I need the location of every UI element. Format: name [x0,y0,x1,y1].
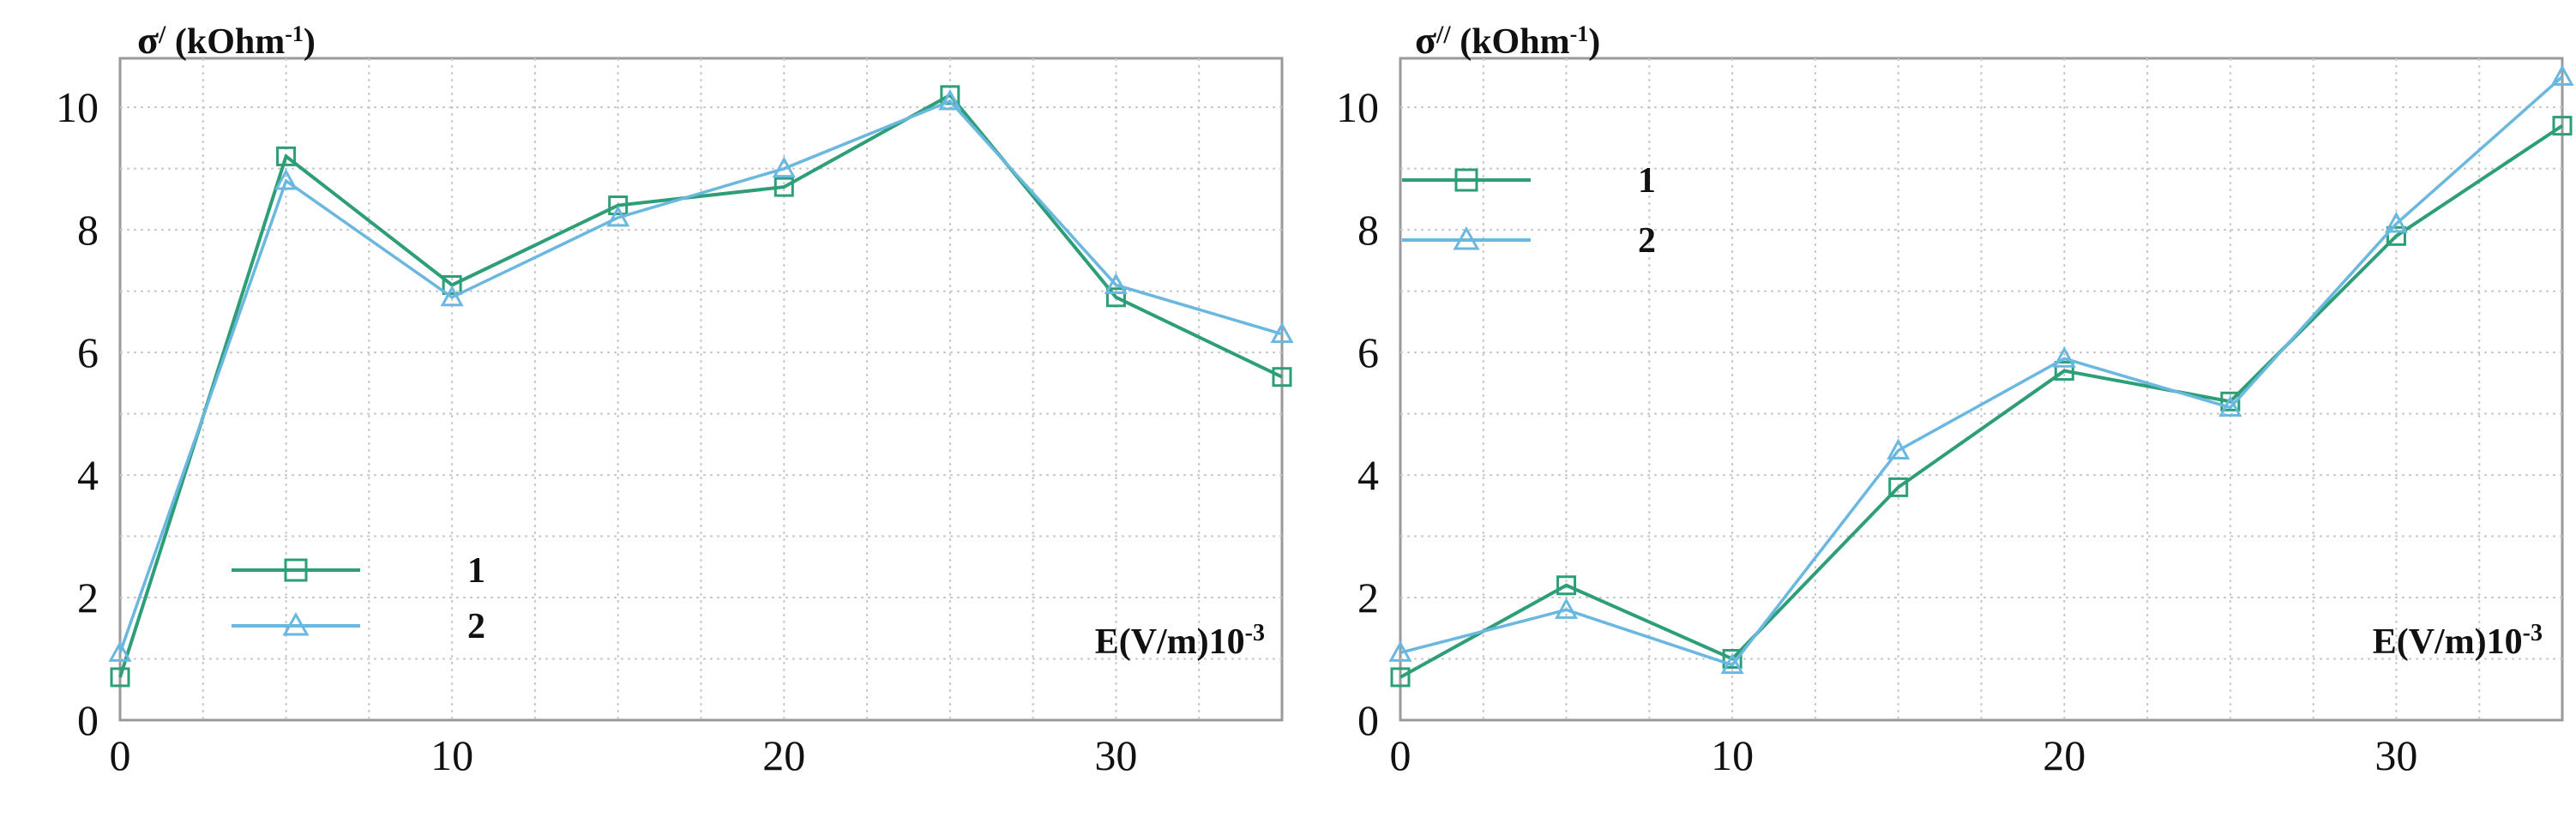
data-point-square [608,195,629,216]
y-tick-label: 10 [56,83,99,131]
data-point-square [276,146,297,166]
data-point-triangle [2218,395,2242,417]
x-tick-label: 30 [1094,731,1137,779]
y-tick-label: 6 [77,328,99,376]
y-axis-title: σ// (kOhm-1) [1415,18,1600,62]
data-point-square [442,274,462,295]
data-point-square [940,85,960,105]
legend-label: 2 [1638,221,1656,261]
legend: 12 [232,551,485,646]
x-tick-label: 20 [2043,731,2085,779]
x-tick-label: 10 [430,731,473,779]
legend-marker-triangle [1453,225,1480,250]
legend-label: 1 [1638,161,1656,201]
y-tick-label: 4 [77,451,99,499]
x-tick-label: 0 [1390,731,1411,779]
data-point-triangle [1270,321,1294,344]
data-point-triangle [440,285,464,307]
y-tick-label: 6 [1357,328,1379,376]
series-2 [108,88,1294,662]
data-point-square [1390,667,1411,688]
y-tick-label: 8 [1357,206,1379,254]
legend: 12 [1402,161,1656,261]
data-point-square [1105,287,1126,308]
legend-marker-triangle [282,611,310,636]
y-tick-label: 4 [1357,451,1379,499]
y-tick-label: 2 [77,574,99,622]
legend-marker-square [284,558,308,582]
data-point-triangle [1104,273,1128,294]
series-line [118,99,1283,653]
y-tick-label: 0 [77,696,99,744]
series-line [1399,123,2564,679]
data-point-triangle [108,640,132,662]
x-tick-label: 0 [110,731,131,779]
legend-marker-square [1454,168,1478,192]
y-tick-label: 10 [1336,83,1379,131]
legend-label: 1 [467,551,485,591]
data-point-square [2220,391,2241,411]
data-point-triangle [772,156,796,178]
data-point-square [1556,575,1577,596]
grid [1400,58,2562,720]
legend-label: 2 [467,607,485,646]
series-1 [110,85,1292,688]
data-point-square [2054,361,2074,381]
x-tick-label: 20 [762,731,805,779]
data-point-triangle [1720,652,1744,675]
data-point-square [2386,225,2406,246]
grid [120,58,1282,720]
x-tick-label: 10 [1711,731,1754,779]
data-point-square [1888,477,1909,497]
data-point-triangle [2052,346,2076,368]
data-point-triangle [938,88,962,111]
series-1 [1390,116,2573,688]
data-point-triangle [606,205,630,227]
series-2 [1388,64,2574,675]
y-tick-label: 2 [1357,574,1379,622]
data-point-square [110,667,130,688]
y-tick-label: 8 [77,206,99,254]
data-point-triangle [2550,64,2574,86]
data-point-triangle [274,168,298,190]
data-point-square [773,177,794,197]
series-line [1399,75,2564,667]
data-point-square [1722,649,1742,670]
y-axis-title: σ/ (kOhm-1) [137,18,316,62]
y-tick-label: 0 [1357,696,1379,744]
data-point-triangle [1887,438,1911,460]
data-point-triangle [1388,640,1412,662]
data-point-triangle [1555,598,1579,619]
data-point-square [1272,367,1292,387]
data-point-triangle [2384,211,2408,233]
series-line [118,93,1283,678]
data-point-square [2552,116,2573,136]
x-axis-label: E(V/m)10-3 [1095,620,1265,663]
x-tick-label: 30 [2374,731,2417,779]
x-axis-label: E(V/m)10-3 [2373,620,2543,663]
